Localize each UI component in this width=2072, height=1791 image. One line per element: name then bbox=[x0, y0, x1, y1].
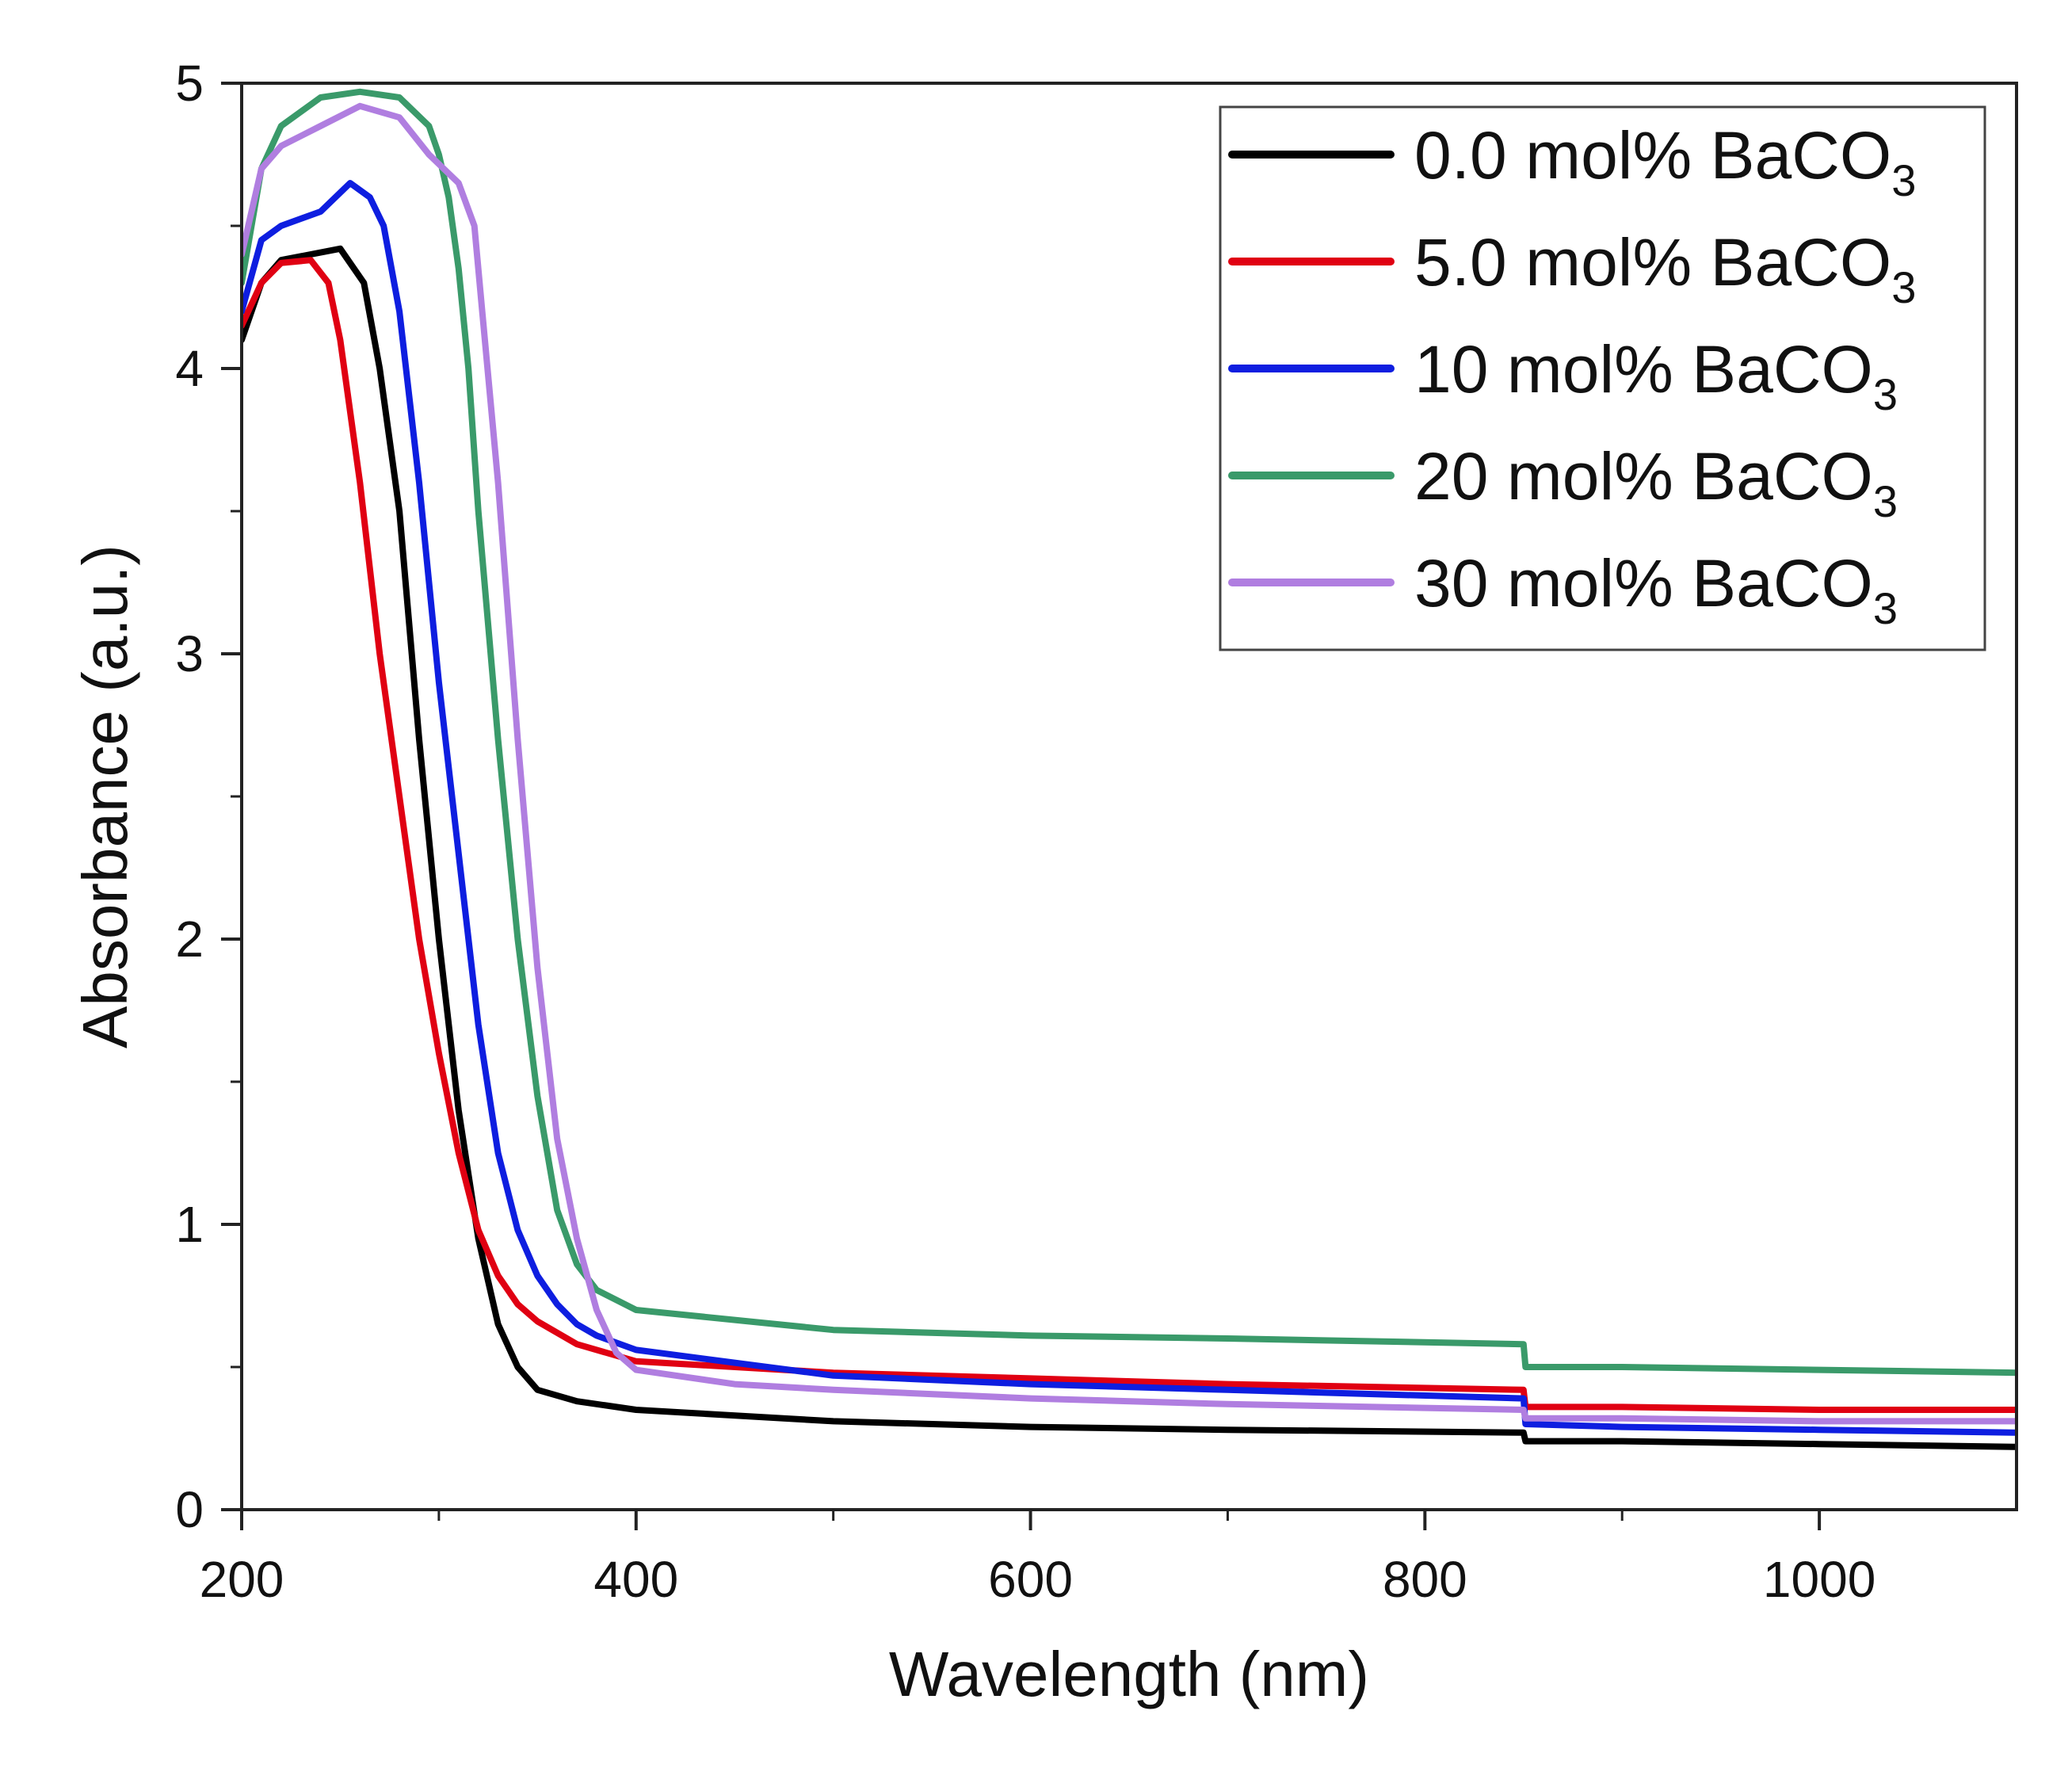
series-line-3 bbox=[242, 88, 2017, 1377]
legend-box bbox=[1219, 105, 1986, 651]
y-axis-title: Absorbance (a.u.) bbox=[70, 544, 140, 1048]
y-tick-label: 4 bbox=[175, 340, 204, 397]
series-line-1 bbox=[242, 257, 2017, 1413]
y-tick-label: 0 bbox=[175, 1481, 204, 1538]
y-tick-label: 5 bbox=[175, 55, 204, 112]
legend-label-main: 20 mol% BaCO bbox=[1414, 439, 1873, 514]
x-tick-label: 1000 bbox=[1763, 1551, 1875, 1608]
x-tick-label: 600 bbox=[988, 1551, 1073, 1608]
y-tick-label: 1 bbox=[175, 1196, 204, 1253]
series-line-4 bbox=[242, 102, 2017, 1425]
x-tick-label: 800 bbox=[1383, 1551, 1467, 1608]
series-line-0 bbox=[242, 245, 2017, 1450]
legend-label-2: 10 mol% BaCO3 bbox=[1414, 332, 1898, 419]
legend-label-subscript: 3 bbox=[1891, 155, 1916, 205]
legend-label-main: 10 mol% BaCO bbox=[1414, 332, 1873, 407]
x-tick-label: 200 bbox=[200, 1551, 284, 1608]
x-tick-label: 400 bbox=[593, 1551, 678, 1608]
legend-label-subscript: 3 bbox=[1873, 583, 1898, 633]
legend-label-3: 20 mol% BaCO3 bbox=[1414, 439, 1898, 526]
axes-layer: 200 400 600 800 1000 0 1 2 3 4 5 bbox=[175, 55, 1875, 1608]
legend-label-subscript: 3 bbox=[1873, 476, 1898, 526]
legend-label-1: 5.0 mol% BaCO3 bbox=[1414, 225, 1916, 312]
legend-label-0: 0.0 mol% BaCO3 bbox=[1414, 118, 1916, 205]
legend-label-main: 5.0 mol% BaCO bbox=[1414, 225, 1891, 300]
legend-label-subscript: 3 bbox=[1873, 369, 1898, 419]
x-axis-title: Wavelength (nm) bbox=[889, 1639, 1369, 1709]
legend-label-subscript: 3 bbox=[1891, 262, 1916, 312]
y-tick-label: 3 bbox=[175, 625, 204, 682]
y-tick-label: 2 bbox=[175, 911, 204, 968]
legend-label-main: 30 mol% BaCO bbox=[1414, 546, 1873, 621]
series-line-2 bbox=[242, 180, 2017, 1436]
legend-label-main: 0.0 mol% BaCO bbox=[1414, 118, 1891, 193]
legend-label-4: 30 mol% BaCO3 bbox=[1414, 546, 1898, 633]
series-layer bbox=[242, 88, 2017, 1450]
